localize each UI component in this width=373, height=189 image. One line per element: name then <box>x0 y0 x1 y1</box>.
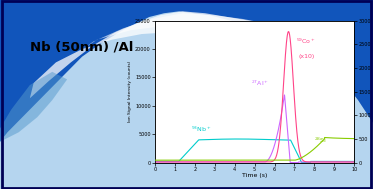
Text: $^{27}$Al$^+$: $^{27}$Al$^+$ <box>251 79 269 88</box>
Polygon shape <box>0 72 67 142</box>
Text: 1-x: 1-x <box>187 56 203 65</box>
Text: (6 nm) / Si: (6 nm) / Si <box>228 41 311 54</box>
Text: $^{28}$Si: $^{28}$Si <box>314 136 327 145</box>
X-axis label: Time (s): Time (s) <box>242 173 267 178</box>
Text: Nb (50nm) /Al: Nb (50nm) /Al <box>30 41 133 54</box>
Text: (x10): (x10) <box>298 54 315 59</box>
Text: Co: Co <box>203 41 222 54</box>
Text: $^{59}$Co$^+$: $^{59}$Co$^+$ <box>297 36 316 46</box>
Polygon shape <box>0 11 373 189</box>
Polygon shape <box>67 13 298 60</box>
Polygon shape <box>30 11 336 98</box>
Text: $^{93}$Nb$^+$: $^{93}$Nb$^+$ <box>191 124 211 134</box>
Text: x: x <box>222 56 228 65</box>
Y-axis label: Ion Signal Intensity (counts): Ion Signal Intensity (counts) <box>128 61 132 122</box>
